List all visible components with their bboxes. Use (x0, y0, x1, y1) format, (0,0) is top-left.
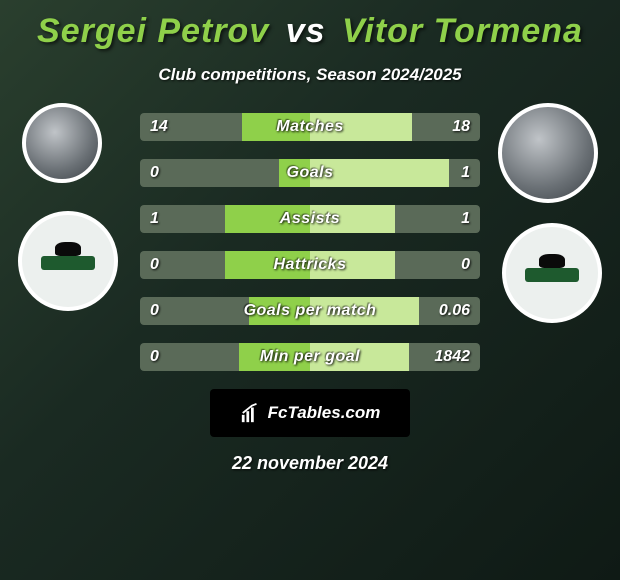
stat-right-fill (310, 343, 409, 371)
attribution-text: FcTables.com (268, 403, 381, 423)
stat-right-fill (310, 159, 449, 187)
stat-row: Goals per match00.06 (140, 297, 480, 325)
player2-avatar (498, 103, 598, 203)
stat-row: Hattricks00 (140, 251, 480, 279)
club-badge-bull-icon (539, 254, 565, 268)
stat-right-fill (310, 113, 412, 141)
club-badge-ribbon (525, 268, 579, 282)
stat-left-half (140, 297, 310, 325)
subtitle: Club competitions, Season 2024/2025 (158, 65, 461, 85)
stat-row: Min per goal01842 (140, 343, 480, 371)
club-badge-graphic (520, 241, 584, 305)
stat-left-half (140, 343, 310, 371)
club-badge-bull-icon (55, 242, 81, 256)
attribution-logo-icon (240, 402, 262, 424)
player1-club-badge (18, 211, 118, 311)
player2-club-badge (502, 223, 602, 323)
stat-right-half (310, 297, 480, 325)
stat-left-fill (249, 297, 310, 325)
stat-left-fill (239, 343, 310, 371)
stat-row: Assists11 (140, 205, 480, 233)
club-badge-ribbon (41, 256, 95, 270)
comparison-card: Sergei Petrov vs Vitor Tormena Club comp… (0, 0, 620, 580)
stats-arena: Matches1418 Goals01 Assists11 Hattricks00 Go… (0, 113, 620, 371)
stat-right-half (310, 343, 480, 371)
stat-left-half (140, 205, 310, 233)
stat-right-fill (310, 297, 419, 325)
stat-left-half (140, 251, 310, 279)
stat-right-half (310, 205, 480, 233)
date-label: 22 november 2024 (232, 453, 388, 474)
player1-name: Sergei Petrov (37, 12, 269, 50)
stat-row: Matches1418 (140, 113, 480, 141)
stat-left-half (140, 159, 310, 187)
club-badge-graphic (36, 229, 100, 293)
stat-right-fill (310, 205, 395, 233)
stat-right-half (310, 159, 480, 187)
stat-left-fill (225, 205, 310, 233)
stat-row: Goals01 (140, 159, 480, 187)
page-title: Sergei Petrov vs Vitor Tormena (37, 12, 583, 51)
player1-avatar (22, 103, 102, 183)
attribution-badge: FcTables.com (210, 389, 410, 437)
stat-left-fill (225, 251, 310, 279)
stat-right-half (310, 251, 480, 279)
vs-label: vs (286, 12, 326, 50)
player2-name: Vitor Tormena (342, 12, 583, 50)
stat-left-fill (242, 113, 310, 141)
stat-left-fill (279, 159, 310, 187)
stat-right-fill (310, 251, 395, 279)
stat-right-half (310, 113, 480, 141)
stat-left-half (140, 113, 310, 141)
stat-bars: Matches1418 Goals01 Assists11 Hattricks00 Go… (140, 113, 480, 371)
